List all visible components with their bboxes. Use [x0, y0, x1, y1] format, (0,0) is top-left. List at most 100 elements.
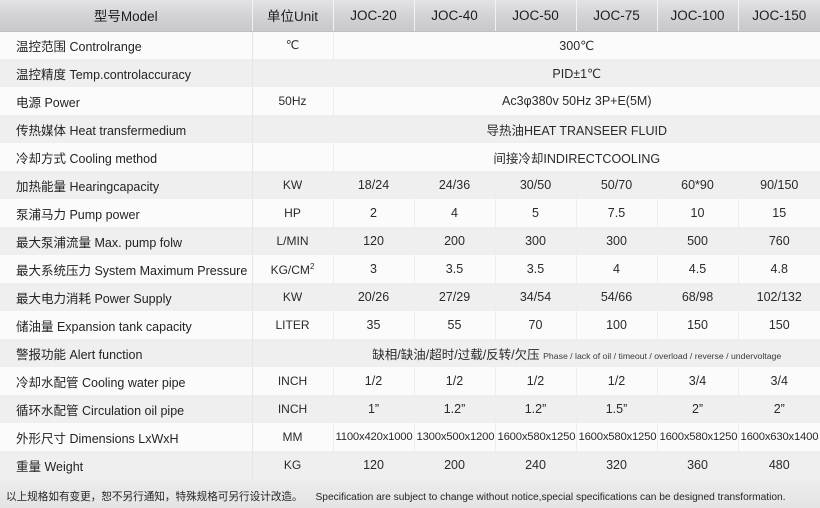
row-label: 储油量 Expansion tank capacity	[0, 311, 253, 339]
value-cell: 4.8	[738, 255, 820, 283]
table-row: 警报功能 Alert function 缺相/缺油/超时/过载/反转/欠压 Pha…	[0, 339, 820, 367]
row-label: 重量 Weight	[0, 451, 253, 479]
value-cell: 15	[738, 199, 820, 227]
column-header-joc-75: JOC-75	[576, 0, 658, 32]
value-cell: 480	[738, 451, 820, 479]
row-unit	[252, 59, 334, 87]
footnote-english: Specification are subject to change with…	[315, 492, 786, 503]
value-cell: 200	[414, 227, 496, 255]
row-label: 温控精度 Temp.controlaccuracy	[0, 59, 253, 87]
row-label: 冷却水配管 Cooling water pipe	[0, 367, 253, 395]
value-cell: 300	[495, 227, 577, 255]
table-row: 电源 Power 50Hz Ac3φ380v 50Hz 3P+E(5M)	[0, 87, 820, 115]
value-cell: 240	[495, 451, 577, 479]
row-unit: KW	[252, 171, 334, 199]
table-row: 冷却方式 Cooling method 间接冷却INDIRECTCOOLING	[0, 143, 820, 171]
column-header-joc-50: JOC-50	[495, 0, 577, 32]
row-unit: MM	[252, 423, 334, 451]
value-cell: 60*90	[657, 171, 739, 199]
value-cell: 1/2	[333, 367, 415, 395]
row-unit	[252, 115, 334, 143]
row-unit: L/MIN	[252, 227, 334, 255]
value-cell: 4.5	[657, 255, 739, 283]
table-row: 循环水配管 Circulation oil pipe INCH 1” 1.2” 1.2”…	[0, 395, 820, 423]
value-cell: 120	[333, 451, 415, 479]
row-label: 外形尺寸 Dimensions LxWxH	[0, 423, 253, 451]
value-cell: 1300x500x1200	[414, 423, 496, 451]
value-cell: 68/98	[657, 283, 739, 311]
row-unit: LITER	[252, 311, 334, 339]
value-cell: 5	[495, 199, 577, 227]
value-cell: 24/36	[414, 171, 496, 199]
value-cell: 27/29	[414, 283, 496, 311]
footnote-chinese: 以上规格如有变更，恕不另行通知，特殊规格可另行设计改造。	[6, 491, 303, 503]
row-label: 循环水配管 Circulation oil pipe	[0, 395, 253, 423]
table-row: 外形尺寸 Dimensions LxWxH MM 1100x420x1000 1300…	[0, 423, 820, 451]
table-row: 温控范围 Controlrange ℃ 300℃	[0, 31, 820, 59]
row-label: 加热能量 Hearingcapacity	[0, 171, 253, 199]
table-row: 重量 Weight KG 120 200 240 320 360 480	[0, 451, 820, 479]
merged-value-cell: 300℃	[333, 31, 820, 59]
header-row: 型号Model 单位Unit JOC-20 JOC-40 JOC-50 JOC-…	[0, 0, 820, 32]
row-label: 最大系统压力 System Maximum Pressure	[0, 255, 253, 283]
value-cell: 1600x580x1250	[576, 423, 658, 451]
value-cell: 18/24	[333, 171, 415, 199]
merged-value-cell: 间接冷却INDIRECTCOOLING	[333, 143, 820, 171]
value-cell: 55	[414, 311, 496, 339]
value-cell: 300	[576, 227, 658, 255]
value-cell: 2”	[657, 395, 739, 423]
value-cell: 760	[738, 227, 820, 255]
value-cell: 320	[576, 451, 658, 479]
table-header: 型号Model 单位Unit JOC-20 JOC-40 JOC-50 JOC-…	[0, 0, 820, 32]
value-cell: 100	[576, 311, 658, 339]
value-cell: 34/54	[495, 283, 577, 311]
row-label: 警报功能 Alert function	[0, 339, 253, 367]
value-cell: 30/50	[495, 171, 577, 199]
table-row: 最大泵浦流量 Max. pump folw L/MIN 120 200 300 300 50…	[0, 227, 820, 255]
alert-chinese: 缺相/缺油/超时/过载/反转/欠压	[372, 347, 540, 362]
value-cell: 2”	[738, 395, 820, 423]
value-cell: 70	[495, 311, 577, 339]
column-header-joc-150: JOC-150	[738, 0, 820, 32]
value-cell: 7.5	[576, 199, 658, 227]
row-unit: 50Hz	[252, 87, 334, 115]
value-cell: 90/150	[738, 171, 820, 199]
row-unit: KG/CM2	[252, 255, 334, 283]
row-label: 最大泵浦流量 Max. pump folw	[0, 227, 253, 255]
row-unit: ℃	[252, 31, 334, 59]
value-cell: 1”	[333, 395, 415, 423]
table-row: 温控精度 Temp.controlaccuracy PID±1℃	[0, 59, 820, 87]
row-label: 温控范围 Controlrange	[0, 31, 253, 59]
table-row: 加热能量 Hearingcapacity KW 18/24 24/36 30/50 50/…	[0, 171, 820, 199]
value-cell: 4	[414, 199, 496, 227]
value-cell: 3/4	[657, 367, 739, 395]
row-unit	[252, 339, 334, 367]
value-cell: 2	[333, 199, 415, 227]
row-unit: KG	[252, 451, 334, 479]
value-cell: 1/2	[414, 367, 496, 395]
column-header-model: 型号Model	[0, 0, 253, 32]
value-cell: 3/4	[738, 367, 820, 395]
value-cell: 1600x630x1400	[738, 423, 820, 451]
table-row: 储油量 Expansion tank capacity LITER 35 55 70 10…	[0, 311, 820, 339]
alert-english: Phase / lack of oil / timeout / overload…	[543, 350, 782, 361]
row-label: 泵浦马力 Pump power	[0, 199, 253, 227]
value-cell: 200	[414, 451, 496, 479]
value-cell: 102/132	[738, 283, 820, 311]
merged-alert-cell: 缺相/缺油/超时/过载/反转/欠压 Phase / lack of oil / …	[333, 339, 820, 367]
merged-value-cell: PID±1℃	[333, 59, 820, 87]
value-cell: 3	[333, 255, 415, 283]
column-header-joc-40: JOC-40	[414, 0, 496, 32]
row-label: 冷却方式 Cooling method	[0, 143, 253, 171]
row-unit	[252, 143, 334, 171]
table-row: 冷却水配管 Cooling water pipe INCH 1/2 1/2 1/2 1/2…	[0, 367, 820, 395]
row-unit: INCH	[252, 367, 334, 395]
row-unit: HP	[252, 199, 334, 227]
value-cell: 150	[657, 311, 739, 339]
value-cell: 1/2	[495, 367, 577, 395]
table-row: 最大系统压力 System Maximum Pressure KG/CM2 3 3.5…	[0, 255, 820, 283]
value-cell: 1.2”	[414, 395, 496, 423]
value-cell: 120	[333, 227, 415, 255]
value-cell: 50/70	[576, 171, 658, 199]
value-cell: 1/2	[576, 367, 658, 395]
